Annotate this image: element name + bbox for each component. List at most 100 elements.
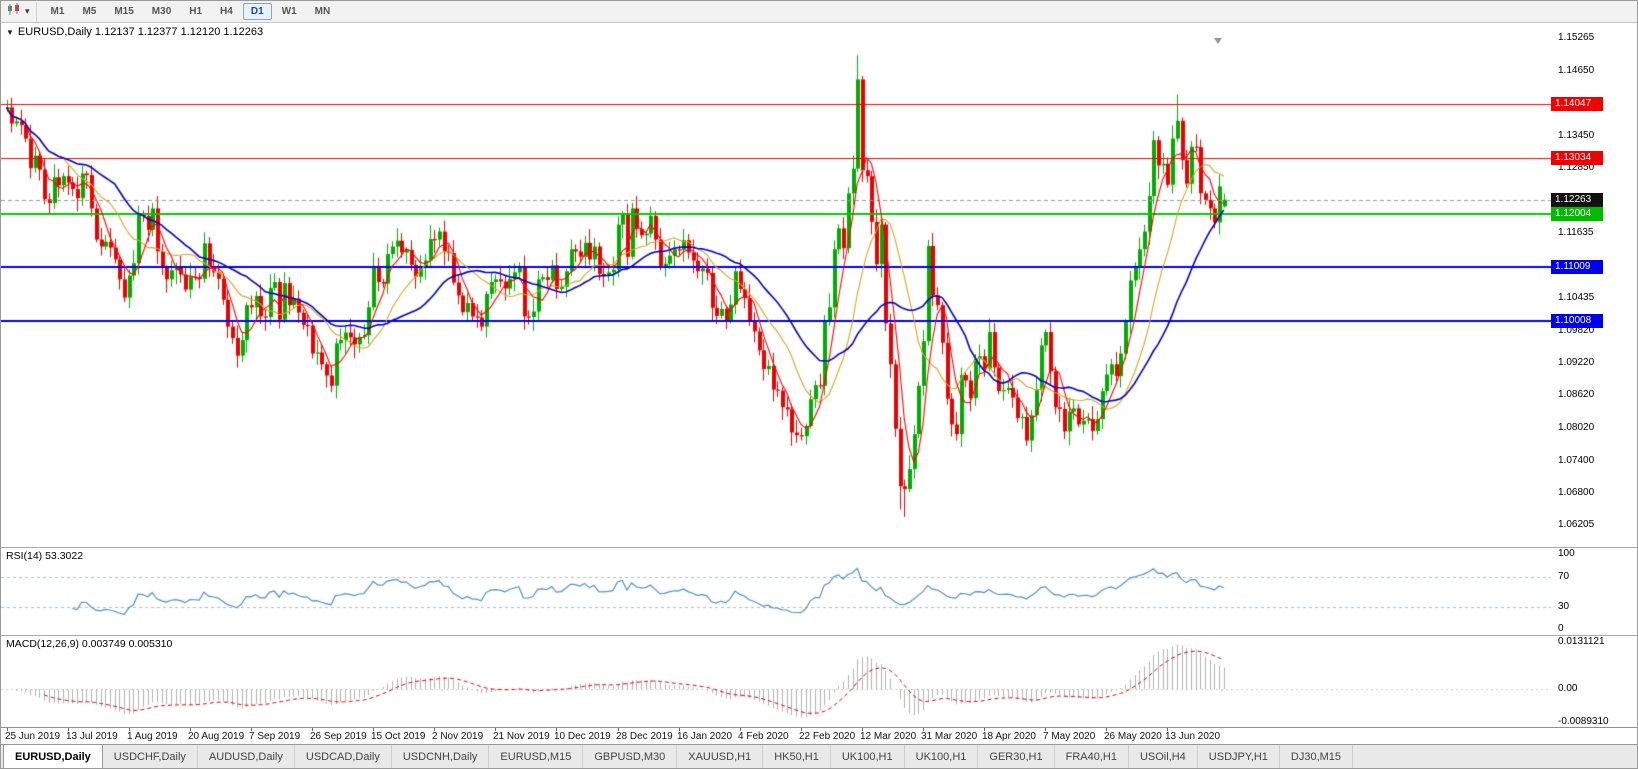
date-tick bbox=[984, 728, 985, 731]
price-scale-label: 1.08620 bbox=[1558, 389, 1595, 401]
price-level-badge: 1.10008 bbox=[1551, 313, 1603, 328]
date-label: 21 Nov 2019 bbox=[493, 731, 550, 742]
rsi-scale-label: 0 bbox=[1558, 623, 1564, 634]
chart-tab-usdcad-daily[interactable]: USDCAD,Daily bbox=[295, 745, 392, 768]
symbol-dropdown-icon[interactable]: ▼ bbox=[6, 27, 14, 37]
date-label: 7 Sep 2019 bbox=[249, 731, 301, 742]
chart-tab-audusd-daily[interactable]: AUDUSD,Daily bbox=[198, 745, 295, 768]
price-scale-label: 1.10435 bbox=[1558, 291, 1595, 303]
chart-tab-uk100-h1[interactable]: UK100,H1 bbox=[831, 745, 905, 768]
timeframe-button-h1[interactable]: H1 bbox=[189, 6, 203, 17]
chevron-down-icon: ▾ bbox=[25, 6, 30, 16]
date-label: 10 Dec 2019 bbox=[554, 731, 611, 742]
timeframe-button-w1[interactable]: W1 bbox=[281, 6, 297, 17]
price-scale-label: 1.12850 bbox=[1558, 162, 1595, 174]
price-level-badge: 1.11009 bbox=[1551, 260, 1603, 275]
macd-canvas[interactable] bbox=[1, 636, 1553, 727]
chart-tab-fra40-h1[interactable]: FRA40,H1 bbox=[1055, 745, 1129, 768]
price-level-badge: 1.13034 bbox=[1551, 151, 1603, 166]
date-label: 13 Jul 2019 bbox=[66, 731, 118, 742]
price-scale-label: 1.15265 bbox=[1558, 32, 1595, 44]
chart-tab-gbpusd-m30[interactable]: GBPUSD,M30 bbox=[583, 745, 678, 768]
date-label: 12 Mar 2020 bbox=[860, 731, 917, 742]
price-scale-label: 1.07400 bbox=[1558, 455, 1595, 466]
date-label: 26 May 2020 bbox=[1104, 731, 1162, 742]
macd-scale[interactable]: 0.0131121 0.00 -0.0089310 bbox=[1551, 636, 1637, 727]
date-label: 16 Jan 2020 bbox=[677, 731, 733, 742]
price-pane: ▼ EURUSD,Daily 1.12137 1.12377 1.12120 1… bbox=[1, 23, 1637, 547]
date-label: 15 Oct 2019 bbox=[371, 731, 426, 742]
time-axis[interactable]: 25 Jun 2019 13 Jul 2019 1 Aug 2019 20 Aug 2… bbox=[1, 727, 1637, 744]
timeframe-button-group: M1 M5 M15 M30 H1 H4 D1 W1 MN bbox=[42, 3, 340, 20]
price-level-badge: 1.12004 bbox=[1551, 206, 1603, 221]
timeframe-button-mn[interactable]: MN bbox=[314, 6, 331, 17]
chart-tab-usdchf-daily[interactable]: USDCHF,Daily bbox=[103, 745, 198, 768]
date-label: 13 Jun 2020 bbox=[1165, 731, 1221, 742]
date-label: 18 Apr 2020 bbox=[982, 731, 1036, 742]
timeframe-button-m5[interactable]: M5 bbox=[82, 6, 97, 17]
macd-scale-label: -0.0089310 bbox=[1558, 716, 1609, 727]
chart-tab-usdcnh-daily[interactable]: USDCNH,Daily bbox=[392, 745, 490, 768]
date-tick bbox=[373, 728, 374, 731]
price-scale-label: 1.14650 bbox=[1558, 65, 1595, 77]
chart-tab-usdjpy-h1[interactable]: USDJPY,H1 bbox=[1198, 745, 1280, 768]
price-scale-label: 1.09220 bbox=[1558, 357, 1595, 369]
timeframe-button-m30[interactable]: M30 bbox=[151, 6, 172, 17]
chart-tab-usoil-h4[interactable]: USOil,H4 bbox=[1129, 745, 1198, 768]
price-scale-label: 1.06800 bbox=[1558, 487, 1595, 499]
timeframe-button-m15[interactable]: M15 bbox=[114, 6, 134, 17]
rsi-scale[interactable]: 100 70 30 0 bbox=[1551, 548, 1637, 635]
date-tick bbox=[618, 728, 619, 731]
date-tick bbox=[862, 728, 863, 731]
date-label: 4 Feb 2020 bbox=[738, 731, 789, 742]
date-tick bbox=[679, 728, 680, 731]
date-label: 1 Aug 2019 bbox=[127, 731, 178, 742]
rsi-scale-label: 100 bbox=[1558, 548, 1575, 559]
timeframe-button-h4[interactable]: H4 bbox=[220, 6, 233, 17]
chart-tabs-bar: EURUSD,Daily USDCHF,Daily AUDUSD,Daily USDC… bbox=[1, 744, 1637, 768]
chart-tab-eurusd-daily[interactable]: EURUSD,Daily bbox=[3, 745, 103, 768]
price-scale[interactable]: 1.15265 1.14650 1.13450 1.12850 1.11635 1.104… bbox=[1551, 23, 1637, 547]
date-tick bbox=[190, 728, 191, 731]
price-chart-canvas[interactable] bbox=[1, 23, 1553, 547]
date-label: 25 Jun 2019 bbox=[5, 731, 61, 742]
price-scale-label: 1.08020 bbox=[1558, 421, 1595, 433]
date-tick bbox=[1106, 728, 1107, 731]
date-tick bbox=[1167, 728, 1168, 731]
date-tick bbox=[129, 728, 130, 731]
rsi-canvas[interactable] bbox=[1, 548, 1553, 635]
date-tick bbox=[68, 728, 69, 731]
chart-tab-hk50-h1[interactable]: HK50,H1 bbox=[763, 745, 831, 768]
price-level-badge: 1.12263 bbox=[1551, 192, 1603, 207]
date-tick bbox=[801, 728, 802, 731]
rsi-scale-label: 30 bbox=[1558, 600, 1570, 612]
chart-type-dropdown[interactable]: ▾ bbox=[5, 1, 37, 22]
rsi-pane: RSI(14) 53.3022 100 70 30 0 bbox=[1, 547, 1637, 635]
timeframe-button-d1[interactable]: D1 bbox=[242, 3, 272, 20]
date-label: 7 May 2020 bbox=[1043, 731, 1096, 742]
chart-tab-uk100-h1[interactable]: UK100,H1 bbox=[905, 745, 979, 768]
date-label: 31 Mar 2020 bbox=[921, 731, 978, 742]
date-tick bbox=[923, 728, 924, 731]
timeframe-button-m1[interactable]: M1 bbox=[50, 6, 65, 17]
symbol-ohlc-text: EURUSD,Daily 1.12137 1.12377 1.12120 1.1… bbox=[17, 26, 264, 38]
date-tick bbox=[740, 728, 741, 731]
chart-tab-eurusd-m15[interactable]: EURUSD,M15 bbox=[489, 745, 584, 768]
macd-header: MACD(12,26,9) 0.003749 0.005310 bbox=[6, 638, 173, 650]
date-tick bbox=[495, 728, 496, 731]
macd-scale-label: 0.0131121 bbox=[1558, 636, 1605, 647]
candlestick-chart-icon bbox=[7, 2, 22, 21]
date-tick bbox=[312, 728, 313, 731]
chart-tab-xauusd-h1[interactable]: XAUUSD,H1 bbox=[677, 745, 764, 768]
macd-scale-label: 0.00 bbox=[1558, 683, 1578, 695]
date-label: 26 Sep 2019 bbox=[310, 731, 367, 742]
price-scale-label: 1.11635 bbox=[1558, 227, 1594, 239]
rsi-header: RSI(14) 53.3022 bbox=[6, 550, 84, 562]
date-tick bbox=[1045, 728, 1046, 731]
price-scale-label: 1.13450 bbox=[1558, 129, 1595, 141]
chart-tab-ger30-h1[interactable]: GER30,H1 bbox=[978, 745, 1055, 768]
date-label: 2 Nov 2019 bbox=[432, 731, 484, 742]
price-level-badge: 1.14047 bbox=[1551, 96, 1603, 111]
chart-tab-dj30-m15[interactable]: DJ30,M15 bbox=[1280, 745, 1354, 768]
